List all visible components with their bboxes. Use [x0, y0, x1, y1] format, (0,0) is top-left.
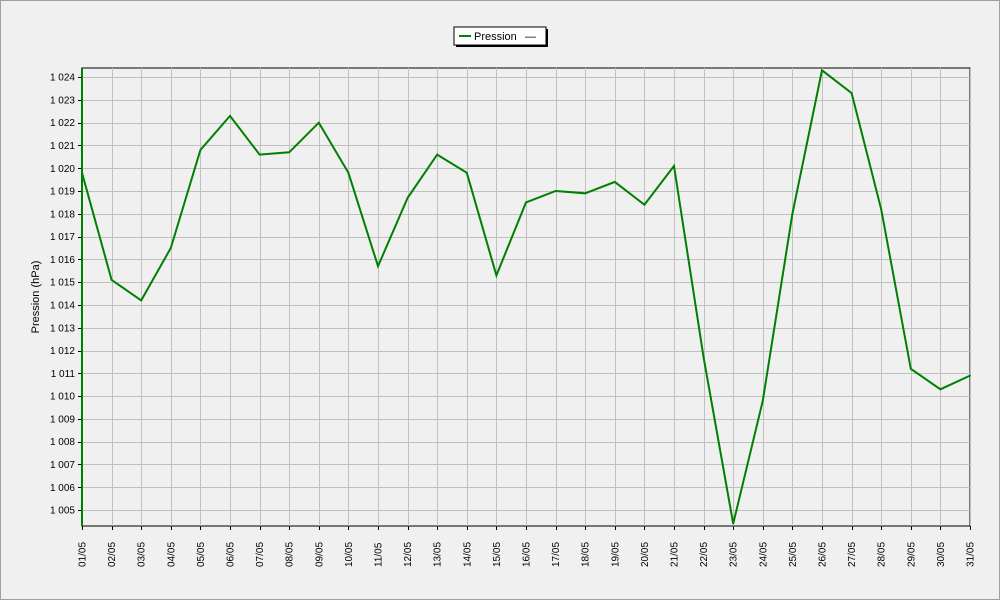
data-point: [554, 190, 557, 192]
y-tick-label: 1 021: [50, 141, 75, 152]
x-tick-label: 03/05: [137, 542, 148, 567]
data-point: [525, 201, 527, 204]
x-tick-label: 13/05: [433, 542, 444, 567]
data-point: [495, 274, 498, 277]
x-tick-label: 19/05: [610, 542, 621, 567]
data-point: [81, 172, 83, 174]
y-axis-ticks: 1 005 1 006 1 007 1 008 1 009 1 010 1 011 1 012…: [50, 73, 82, 517]
x-tick-label: 15/05: [492, 542, 503, 567]
legend-box: [453, 26, 547, 46]
y-axis-title: Pression (hPa): [30, 261, 42, 334]
data-point: [466, 172, 468, 174]
data-point: [643, 203, 646, 206]
x-tick-label: 18/05: [581, 542, 592, 567]
x-tick-label: 22/05: [699, 542, 710, 567]
data-point: [910, 368, 912, 370]
grid-lines: [82, 68, 971, 526]
x-tick-label: 25/05: [788, 542, 799, 567]
y-tick-label: 1 023: [50, 95, 75, 106]
y-tick-label: 1 010: [50, 392, 75, 403]
data-point: [347, 172, 350, 174]
y-tick-label: 1 024: [50, 73, 75, 84]
x-tick-label: 06/05: [226, 542, 237, 567]
y-tick-label: 1 012: [50, 346, 75, 357]
data-point: [436, 153, 439, 156]
data-point: [850, 92, 853, 94]
x-tick-label: 01/05: [78, 542, 89, 567]
x-tick-label: 12/05: [403, 542, 414, 567]
y-tick-label: 1 005: [50, 506, 75, 517]
y-tick-label: 1 019: [50, 187, 75, 198]
data-point: [258, 153, 261, 156]
x-tick-label: 20/05: [640, 542, 651, 567]
y-tick-label: 1 015: [50, 278, 75, 289]
x-tick-label: 28/05: [877, 542, 888, 567]
data-point: [821, 69, 823, 72]
data-point: [584, 192, 586, 195]
y-tick-label: 1 017: [50, 232, 75, 243]
data-point: [673, 165, 675, 167]
data-point: [614, 181, 616, 183]
x-tick-label: 23/05: [729, 542, 740, 567]
x-tick-label: 08/05: [285, 542, 296, 567]
y-tick-label: 1 022: [50, 118, 75, 129]
y-tick-label: 1 009: [50, 414, 75, 425]
y-tick-label: 1 011: [51, 369, 76, 380]
y-tick-label: 1 014: [50, 300, 75, 311]
series-layer: [81, 68, 971, 526]
data-point: [969, 374, 971, 377]
data-point: [406, 197, 409, 199]
x-tick-label: 24/05: [758, 542, 769, 567]
legend-extra-marker: —: [525, 31, 536, 43]
x-tick-label: 17/05: [551, 542, 562, 567]
y-tick-label: 1 016: [50, 255, 75, 266]
x-tick-label: 21/05: [670, 542, 681, 567]
x-tick-label: 30/05: [936, 542, 947, 567]
x-tick-label: 31/05: [966, 542, 977, 567]
x-axis-ticks: 01/05 02/05 03/05 04/05 05/05 06/05 07/05 08/05…: [78, 526, 977, 567]
x-tick-label: 14/05: [462, 542, 473, 567]
data-point: [377, 265, 379, 268]
x-tick-label: 09/05: [314, 542, 325, 567]
x-tick-label: 29/05: [906, 542, 917, 567]
data-point: [229, 115, 231, 117]
data-point: [702, 356, 705, 359]
y-tick-label: 1 018: [50, 209, 75, 220]
data-point: [762, 399, 764, 402]
y-tick-label: 1 013: [50, 323, 75, 334]
x-tick-label: 16/05: [522, 542, 533, 567]
data-point: [939, 388, 942, 391]
x-tick-label: 26/05: [818, 542, 829, 567]
data-point: [880, 208, 882, 211]
x-tick-label: 04/05: [166, 542, 177, 567]
x-tick-label: 02/05: [107, 542, 118, 567]
data-point: [199, 149, 202, 151]
legend-label-pression: Pression: [474, 31, 517, 43]
y-tick-label: 1 007: [50, 460, 75, 471]
data-point: [732, 522, 734, 525]
data-point: [170, 247, 172, 249]
data-point: [140, 299, 142, 302]
legend: Pression —: [453, 26, 548, 47]
data-point: [318, 121, 320, 124]
x-tick-label: 27/05: [847, 542, 858, 567]
data-point: [791, 213, 794, 215]
x-tick-label: 05/05: [196, 542, 207, 567]
x-tick-label: 10/05: [344, 542, 355, 567]
x-tick-label: 11/05: [374, 542, 385, 567]
y-tick-label: 1 006: [50, 483, 75, 494]
y-tick-label: 1 008: [50, 437, 75, 448]
data-point: [110, 279, 113, 281]
x-tick-label: 07/05: [255, 542, 266, 567]
data-point: [288, 151, 291, 154]
y-tick-label: 1 020: [50, 164, 75, 175]
